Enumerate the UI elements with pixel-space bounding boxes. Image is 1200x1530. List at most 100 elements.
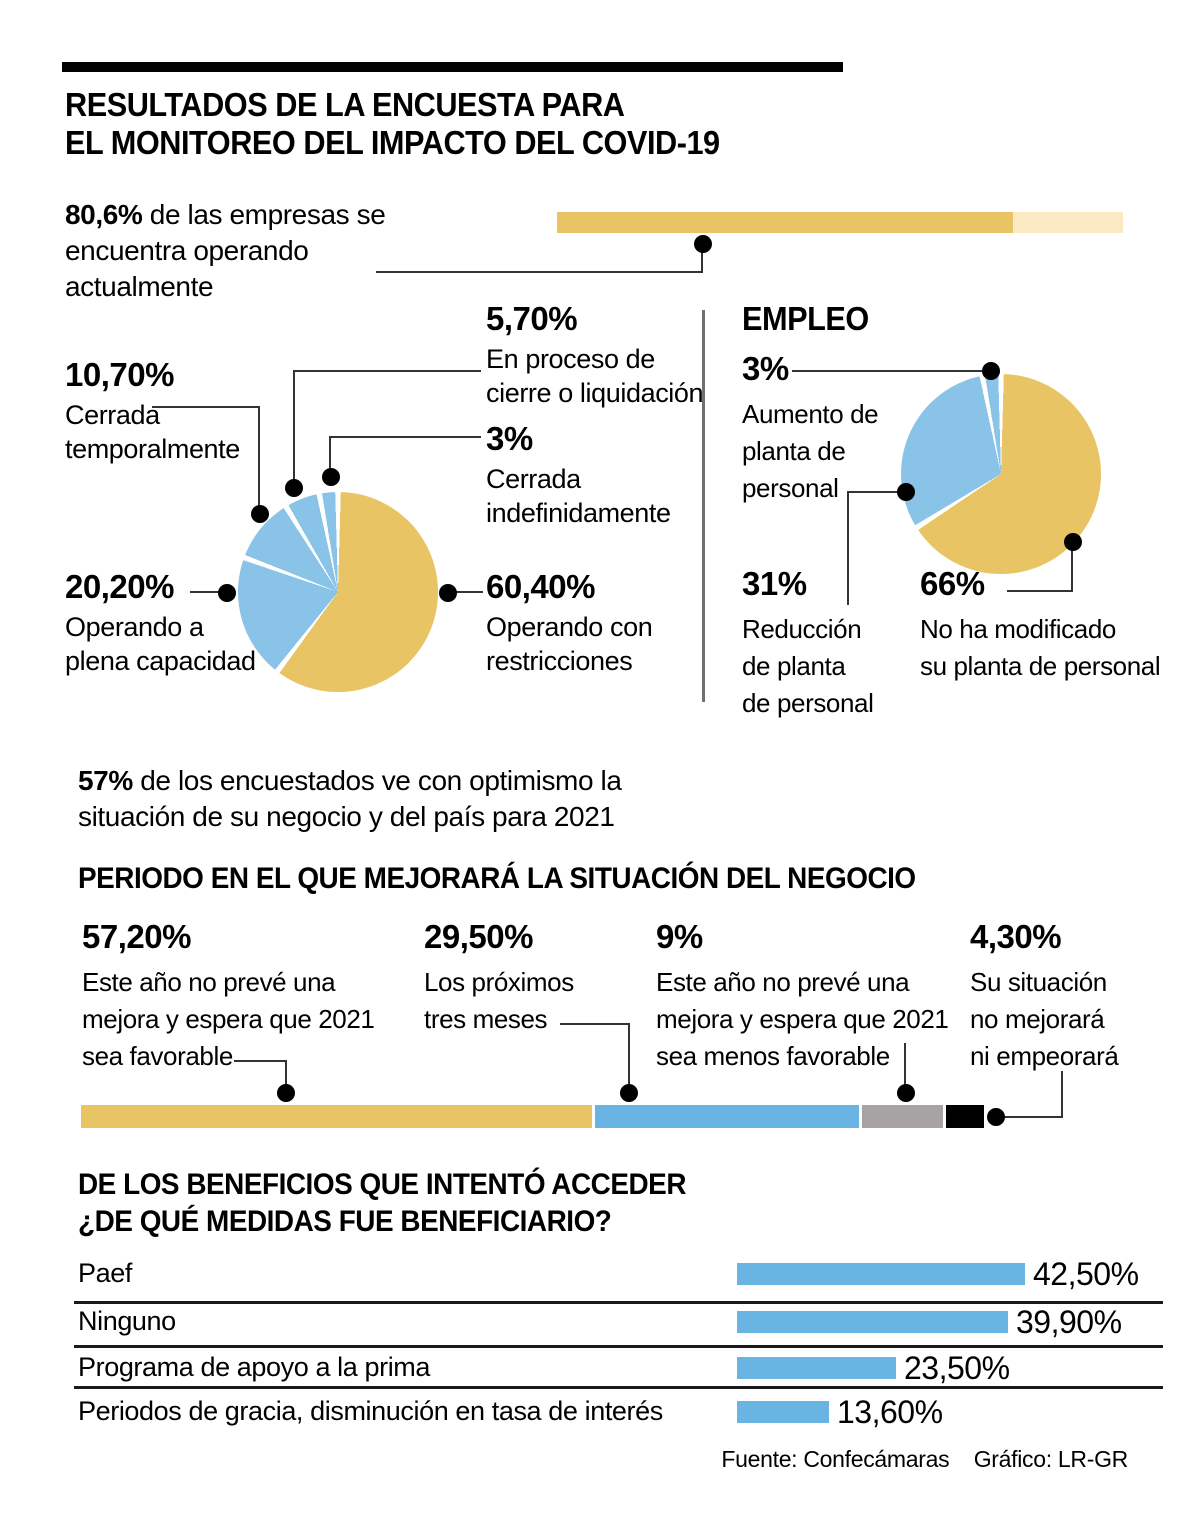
status-label-1070: 10,70% Cerrada temporalmente — [65, 356, 240, 466]
benefit-value-1: 42,50% — [1033, 1256, 1139, 1292]
operating-dot — [694, 235, 712, 253]
benefit-row-label-2: Ninguno — [78, 1306, 176, 1336]
periodo-item-2: 29,50% Los próximos tres meses — [424, 918, 574, 1038]
periodo-leader-4-h — [1004, 1116, 1063, 1118]
footer-source: Fuente: Confecámaras — [721, 1446, 950, 1472]
status-dot-20 — [218, 584, 236, 602]
periodo-item-3: 9% Este año no prevé una mejora y espera… — [656, 918, 949, 1075]
empleo-leader-66-h — [1007, 590, 1073, 592]
optimism-line1: de los encuestados ve con optimismo la — [140, 765, 622, 796]
footer-credit: Gráfico: LR-GR — [973, 1446, 1129, 1472]
periodo-title-text: PERIODO EN EL QUE MEJORARÁ LA SITUACIÓN … — [78, 862, 916, 895]
periodo-leader-2-v — [628, 1023, 630, 1088]
periodo-seg-tres-meses — [595, 1105, 860, 1128]
operating-bar-rest — [1013, 212, 1123, 233]
empleo-text-3-l2: planta de — [742, 436, 846, 466]
periodo-leader-1-v — [285, 1060, 287, 1088]
periodo-text-2-l2: tres meses — [424, 1004, 548, 1034]
status-leader-20-h — [190, 591, 222, 593]
empleo-text-31-l2: de planta — [742, 651, 846, 681]
periodo-value-2: 29,50% — [424, 918, 533, 955]
status-text-1070-l1: Cerrada — [65, 400, 160, 430]
optimism-line2: situación de su negocio y del país para … — [78, 801, 615, 832]
periodo-text-3-l1: Este año no prevé una — [656, 967, 910, 997]
empleo-text-31-l3: de personal — [742, 688, 874, 718]
operating-line2: encuentra operando — [65, 235, 309, 266]
page-title: RESULTADOS DE LA ENCUESTA PARA EL MONITO… — [65, 86, 769, 162]
periodo-leader-4-v — [1061, 1071, 1063, 1118]
title-line2: EL MONITOREO DEL IMPACTO DEL COVID-19 — [65, 124, 720, 161]
status-leader-10-v — [258, 406, 260, 508]
status-label-3: 3% Cerrada indefinidamente — [486, 420, 671, 530]
empleo-leader-3-h — [792, 370, 984, 372]
empleo-value-66: 66% — [920, 565, 985, 602]
empleo-value-3: 3% — [742, 350, 789, 387]
benefit-bar-3 — [737, 1357, 896, 1379]
benefit-row-label-4: Periodos de gracia, disminución en tasa … — [78, 1396, 663, 1426]
operating-leader-h — [376, 271, 703, 273]
status-leader-5-v — [293, 370, 295, 482]
periodo-seg-favorable — [81, 1105, 593, 1128]
status-text-3-l2: indefinidamente — [486, 498, 671, 528]
status-value-570: 5,70% — [486, 300, 578, 337]
status-text-2020-l1: Operando a — [65, 612, 204, 642]
empleo-text-3-l1: Aumento de — [742, 399, 879, 429]
status-text-570-l2: cierre o liquidación — [486, 378, 704, 408]
status-leader-10-h — [152, 406, 260, 408]
status-leader-5-h — [294, 370, 481, 372]
empleo-text-66-l1: No ha modificado — [920, 614, 1116, 644]
periodo-leader-2-h — [560, 1023, 630, 1025]
status-label-6040: 60,40% Operando con restricciones — [486, 568, 653, 678]
status-text-2020-l2: plena capacidad — [65, 646, 256, 676]
periodo-dot-2 — [620, 1084, 638, 1102]
empleo-label-3: 3% Aumento de planta de personal — [742, 350, 879, 507]
status-dot-3 — [322, 468, 340, 486]
benefit-bar-2 — [737, 1311, 1008, 1333]
operating-bar-filled — [557, 212, 1014, 233]
empleo-text-31-l1: Reducción — [742, 614, 862, 644]
status-text-1070-l2: temporalmente — [65, 434, 240, 464]
periodo-text-3-l3: sea menos favorable — [656, 1041, 890, 1071]
periodo-leader-3-v — [904, 1043, 906, 1088]
empleo-dot-31 — [897, 483, 915, 501]
status-label-570: 5,70% En proceso de cierre o liquidación — [486, 300, 704, 410]
status-leader-3-h — [330, 436, 481, 438]
benefits-title-line2: ¿DE QUÉ MEDIDAS FUE BENEFICIARIO? — [78, 1205, 612, 1238]
status-dot-5 — [285, 479, 303, 497]
empleo-value-31: 31% — [742, 565, 807, 602]
periodo-text-1-l2: mejora y espera que 2021 — [82, 1004, 375, 1034]
benefit-separator-1 — [74, 1301, 1163, 1304]
status-text-570-l1: En proceso de — [486, 344, 655, 374]
status-label-2020: 20,20% Operando a plena capacidad — [65, 568, 256, 678]
benefit-value-4: 13,60% — [837, 1394, 943, 1430]
benefit-value-2: 39,90% — [1016, 1304, 1122, 1340]
top-rule — [62, 62, 843, 72]
periodo-text-4-l1: Su situación — [970, 967, 1107, 997]
benefit-separator-3 — [74, 1386, 1163, 1389]
benefit-bar-1 — [737, 1263, 1025, 1285]
empleo-text-3-l3: personal — [742, 473, 839, 503]
benefit-row-label-1: Paef — [78, 1258, 132, 1288]
title-line1: RESULTADOS DE LA ENCUESTA PARA — [65, 86, 625, 123]
benefit-separator-2 — [74, 1345, 1163, 1348]
empleo-dot-3 — [982, 362, 1000, 380]
status-value-3: 3% — [486, 420, 533, 457]
empleo-label-31: 31% Reducción de planta de personal — [742, 565, 874, 722]
periodo-text-1-l3: sea favorable — [82, 1041, 233, 1071]
optimism-value: 57% — [78, 765, 133, 796]
periodo-value-4: 4,30% — [970, 918, 1062, 955]
periodo-leader-1-h — [234, 1060, 287, 1062]
periodo-value-1: 57,20% — [82, 918, 191, 955]
benefit-value-3: 23,50% — [904, 1350, 1010, 1386]
empleo-leader-66-v — [1071, 548, 1073, 592]
operating-line1: de las empresas se — [149, 199, 386, 230]
benefit-bar-4 — [737, 1401, 829, 1423]
empleo-heading: EMPLEO — [742, 300, 878, 338]
benefit-row-label-3: Programa de apoyo a la prima — [78, 1352, 430, 1382]
status-value-2020: 20,20% — [65, 568, 174, 605]
status-value-6040: 60,40% — [486, 568, 595, 605]
empleo-label-66: 66% No ha modificado su planta de person… — [920, 565, 1161, 685]
periodo-title: PERIODO EN EL QUE MEJORARÁ LA SITUACIÓN … — [78, 860, 979, 897]
status-text-6040-l2: restricciones — [486, 646, 633, 676]
